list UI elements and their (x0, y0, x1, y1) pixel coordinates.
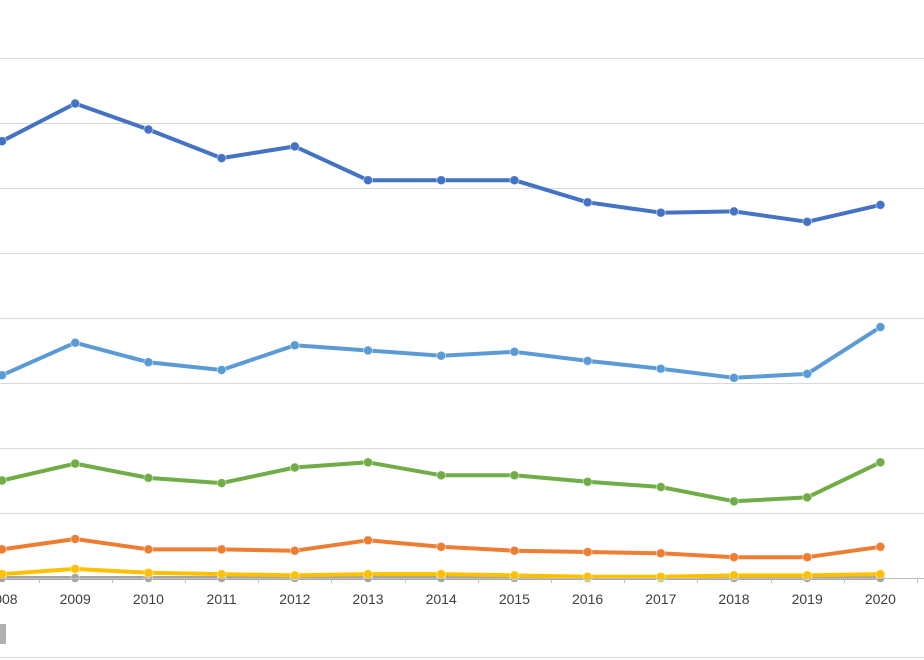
data-point (289, 570, 300, 581)
data-point (655, 548, 666, 559)
x-tick-label: 2018 (718, 591, 749, 607)
data-point (436, 470, 447, 481)
data-point (70, 564, 81, 574)
data-point (802, 570, 813, 581)
data-point (216, 153, 227, 164)
x-tick-label: 2010 (133, 591, 164, 607)
series-0 (0, 98, 886, 227)
data-point (509, 545, 520, 556)
data-point (875, 199, 886, 210)
data-point (655, 363, 666, 374)
data-point (655, 571, 666, 582)
data-point (802, 216, 813, 227)
data-point (655, 207, 666, 218)
data-point (436, 541, 447, 552)
x-tick-label: 2008 (0, 591, 18, 607)
series-2 (0, 457, 886, 507)
data-point (143, 544, 154, 555)
data-point (875, 457, 886, 468)
data-point (216, 544, 227, 555)
data-point (875, 322, 886, 333)
data-point (729, 570, 739, 581)
data-point (0, 544, 7, 555)
data-point (655, 482, 666, 492)
data-point (216, 569, 227, 579)
data-point (363, 345, 373, 356)
data-point (436, 350, 447, 361)
data-point (582, 355, 593, 366)
data-point (582, 571, 593, 582)
chart-bottom-border (0, 657, 924, 658)
data-point (363, 457, 373, 468)
data-point (143, 357, 154, 368)
series-lines (0, 98, 886, 583)
data-point (70, 337, 81, 348)
legend-swatch (0, 624, 6, 644)
series-1 (0, 322, 886, 383)
data-point (802, 552, 813, 563)
x-tick-label: 2012 (279, 591, 310, 607)
data-point (143, 567, 154, 578)
data-point (70, 98, 81, 109)
data-point (509, 470, 520, 481)
data-point (363, 535, 373, 546)
series-line (0, 460, 883, 504)
x-tick-label: 2014 (426, 591, 457, 607)
data-point (363, 175, 373, 186)
data-point (0, 569, 7, 579)
data-point (289, 462, 300, 473)
data-point (582, 547, 593, 557)
data-point (289, 141, 300, 152)
data-point (729, 496, 739, 507)
data-point (216, 365, 227, 375)
data-point (729, 206, 739, 217)
data-point (363, 569, 373, 579)
series-3 (0, 534, 886, 563)
data-point (0, 370, 7, 381)
data-point (582, 476, 593, 487)
data-point (216, 478, 227, 489)
data-point (802, 492, 813, 503)
data-point (289, 340, 300, 351)
series-line (0, 101, 883, 224)
data-point (509, 175, 520, 186)
data-point (289, 545, 300, 556)
data-point (0, 475, 7, 486)
data-point (875, 569, 886, 579)
data-point (875, 541, 886, 552)
data-point (436, 569, 447, 579)
data-point (582, 197, 593, 208)
data-point (0, 136, 7, 147)
data-point (729, 552, 739, 563)
data-point (509, 570, 520, 581)
x-tick-label: 2017 (645, 591, 676, 607)
x-tick-label: 2016 (572, 591, 603, 607)
data-point (70, 458, 81, 469)
x-tick-label: 2013 (352, 591, 383, 607)
gridlines (0, 58, 924, 514)
x-tick-label: 2019 (792, 591, 823, 607)
x-tick-label: 2020 (865, 591, 896, 607)
x-tick-label: 2011 (207, 591, 237, 607)
data-point (70, 534, 81, 544)
data-point (729, 372, 739, 383)
data-point (436, 175, 447, 186)
x-tick-label: 2009 (60, 591, 91, 607)
x-axis: 2008 2009 2010 2011 2012 2013 2014 2015 2016 2017… (0, 578, 924, 607)
x-tick-label: 2015 (499, 591, 530, 607)
data-point (143, 472, 154, 483)
data-point (509, 346, 520, 357)
data-point (802, 368, 813, 379)
data-point (143, 124, 154, 135)
